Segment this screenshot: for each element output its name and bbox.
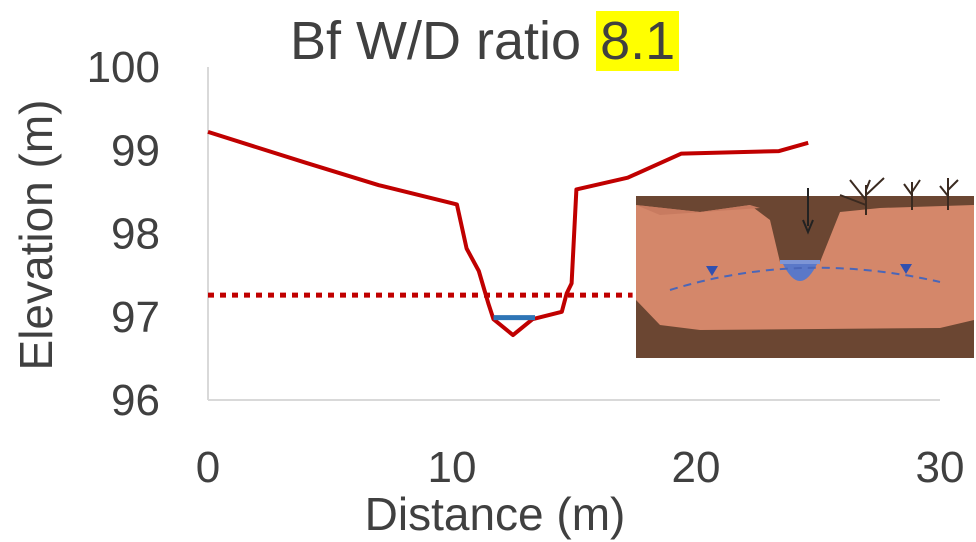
y-tick-label: 97 — [111, 293, 160, 342]
x-tick-label: 0 — [196, 443, 220, 492]
y-tick-label: 98 — [111, 210, 160, 259]
channel-cross-section-illustration — [636, 177, 974, 358]
y-tick-label: 100 — [87, 43, 160, 92]
y-tick-labels: 96 97 98 99 100 — [87, 43, 160, 425]
series-line-1 — [207, 129, 809, 338]
x-axis-label: Distance (m) — [365, 488, 626, 540]
x-tick-label: 10 — [428, 443, 477, 492]
chart-title: Bf W/D ratio 8.1 — [290, 11, 680, 71]
chart-title-text: Bf W/D ratio — [290, 11, 582, 71]
x-tick-label: 20 — [672, 443, 721, 492]
y-tick-label: 96 — [111, 376, 160, 425]
y-tick-label: 99 — [111, 126, 160, 175]
y-axis-label: Elevation (m) — [10, 100, 62, 371]
series-layer — [207, 129, 809, 338]
chart-title-value: 8.1 — [596, 11, 680, 71]
x-tick-label: 30 — [916, 443, 965, 492]
x-tick-labels: 0 10 20 30 — [196, 443, 965, 492]
